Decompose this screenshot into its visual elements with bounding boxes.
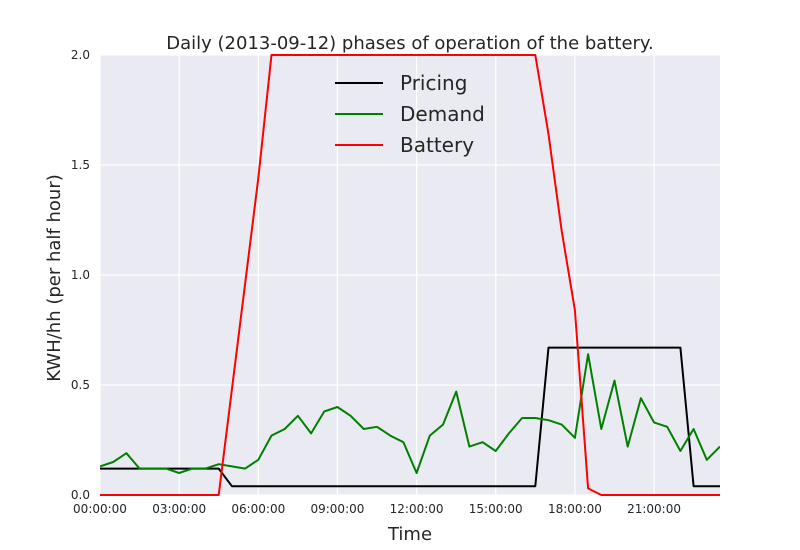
y-tick-label: 2.0: [71, 48, 90, 62]
y-tick-label: 0.0: [71, 488, 90, 502]
x-tick-label: 09:00:00: [310, 502, 364, 516]
legend-label-pricing: Pricing: [400, 71, 467, 95]
legend-label-demand: Demand: [400, 102, 485, 126]
x-tick-label: 12:00:00: [390, 502, 444, 516]
x-tick-label: 15:00:00: [469, 502, 523, 516]
tick-labels: 00:00:00 03:00:00 06:00:00 09:00:00 12:00:00…: [71, 48, 681, 516]
x-tick-label: 00:00:00: [73, 502, 127, 516]
y-axis-label: KWH/hh (per half hour): [44, 174, 65, 382]
legend: Pricing Demand Battery: [335, 71, 485, 157]
series-line-demand: [100, 353, 720, 474]
y-tick-label: 1.5: [71, 158, 90, 172]
y-tick-label: 1.0: [71, 268, 90, 282]
chart-title: Daily (2013-09-12) phases of operation o…: [166, 33, 653, 54]
x-tick-label: 18:00:00: [548, 502, 602, 516]
series-line-battery: [100, 54, 720, 496]
x-axis-label: Time: [387, 524, 432, 545]
x-tick-label: 21:00:00: [627, 502, 681, 516]
x-tick-label: 06:00:00: [231, 502, 285, 516]
series-lines: [100, 54, 720, 496]
x-tick-label: 03:00:00: [152, 502, 206, 516]
legend-label-battery: Battery: [400, 133, 474, 157]
y-tick-label: 0.5: [71, 378, 90, 392]
